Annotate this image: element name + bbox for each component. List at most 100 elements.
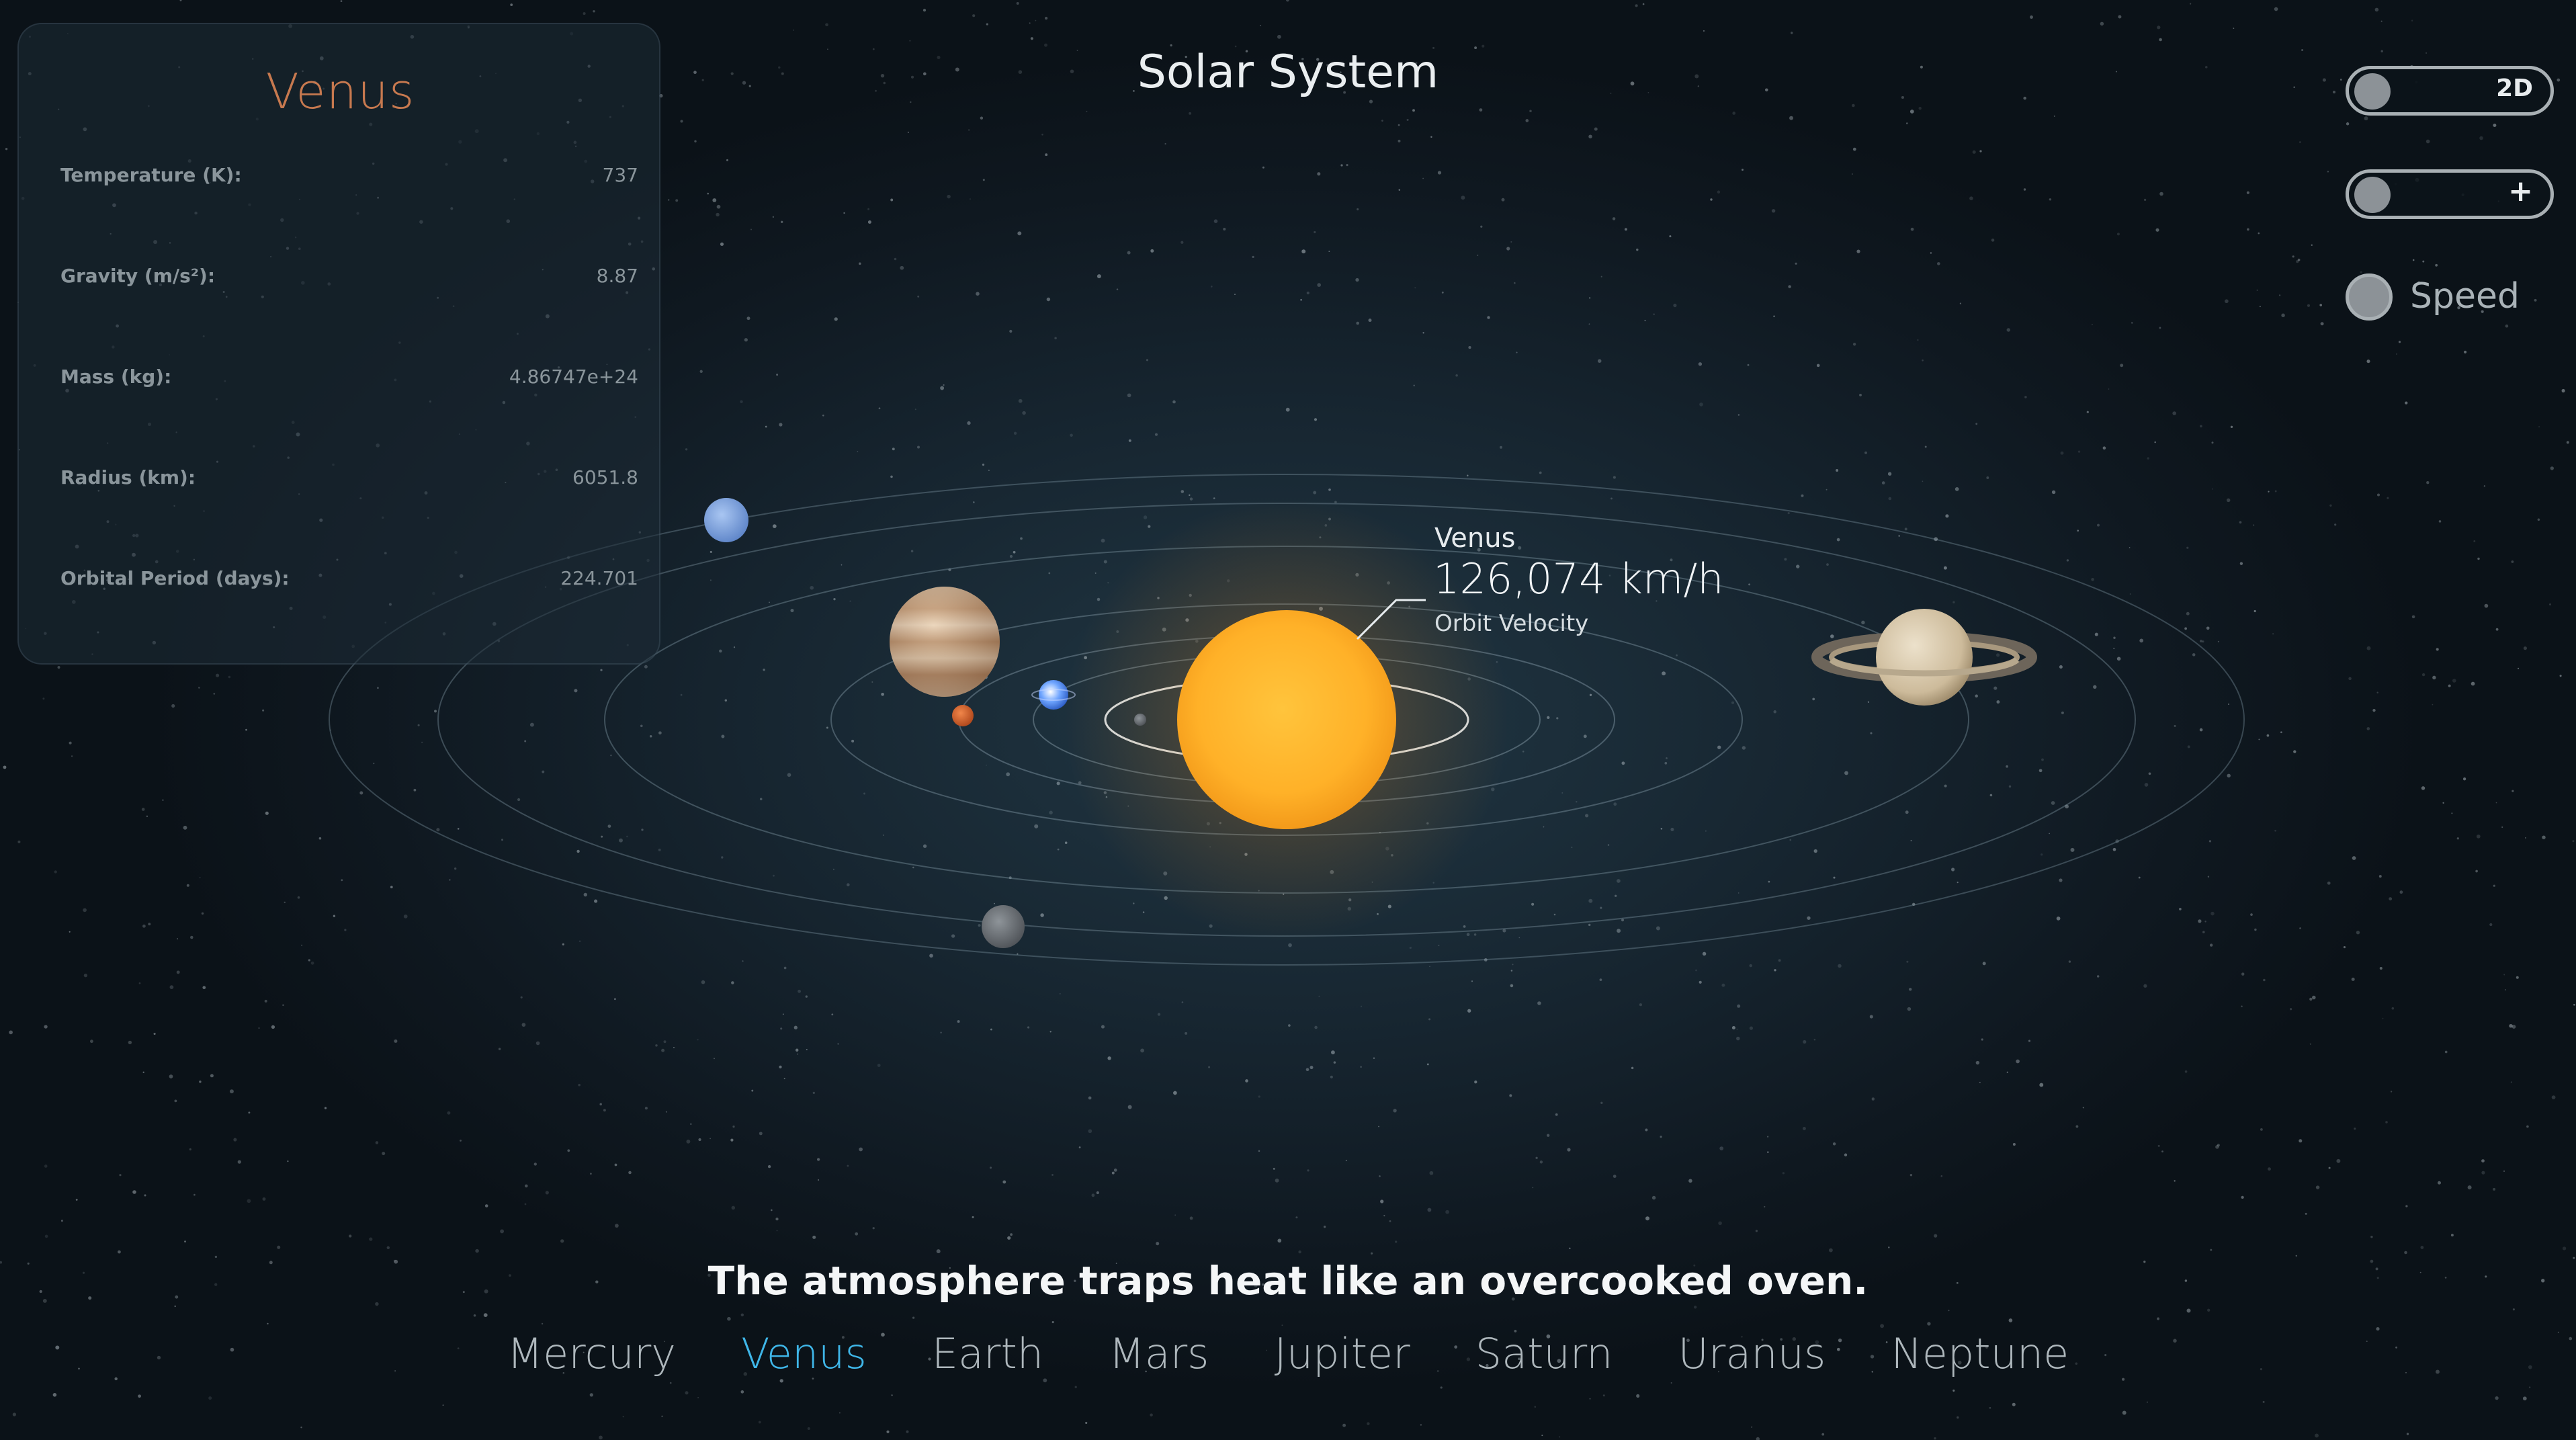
star <box>1085 1421 1088 1425</box>
star <box>2420 1246 2424 1249</box>
star <box>661 1048 665 1052</box>
star <box>986 764 987 766</box>
star <box>2061 711 2064 714</box>
star <box>1943 566 1947 570</box>
star <box>940 386 945 390</box>
star <box>1258 1150 1260 1152</box>
toggle-knob[interactable] <box>2354 73 2391 110</box>
star <box>199 1081 202 1083</box>
star <box>881 692 884 696</box>
star <box>473 1314 476 1317</box>
star <box>2511 560 2514 563</box>
planet-mercury[interactable] <box>1134 714 1146 726</box>
nav-item-venus[interactable]: Venus <box>741 1329 867 1378</box>
speed-knob[interactable] <box>2346 273 2393 321</box>
star <box>393 1259 396 1262</box>
star <box>699 370 703 373</box>
speed-toggle[interactable]: Speed <box>2346 273 2547 327</box>
star <box>793 1025 798 1029</box>
star <box>2422 260 2425 263</box>
star <box>1414 287 1416 289</box>
nav-item-uranus[interactable]: Uranus <box>1678 1329 1826 1378</box>
star <box>17 840 21 843</box>
planet-mars[interactable] <box>952 705 974 726</box>
nav-item-mars[interactable]: Mars <box>1109 1329 1209 1378</box>
nav-item-saturn[interactable]: Saturn <box>1475 1329 1613 1378</box>
star <box>413 788 417 792</box>
nav-item-neptune[interactable]: Neptune <box>1891 1329 2069 1378</box>
planet-uranus[interactable] <box>982 905 1025 948</box>
toggle-knob[interactable] <box>2354 177 2391 213</box>
star <box>1547 1134 1550 1137</box>
star <box>2411 19 2413 22</box>
star <box>1389 1220 1391 1222</box>
sun[interactable] <box>1177 610 1396 829</box>
star <box>1305 1068 1310 1071</box>
star <box>1474 1081 1477 1084</box>
star <box>1612 217 1616 220</box>
star <box>1172 400 1176 404</box>
star <box>1737 414 1740 416</box>
star <box>1181 1001 1184 1003</box>
star <box>1780 1338 1783 1341</box>
star <box>2364 116 2368 121</box>
star <box>1602 1394 1605 1397</box>
planet-jupiter[interactable] <box>890 587 1000 697</box>
star <box>1513 282 1516 284</box>
star <box>1426 1063 1429 1066</box>
star <box>2122 1410 2127 1415</box>
star <box>1755 1230 1758 1232</box>
star <box>69 741 72 745</box>
planet-earth[interactable] <box>1031 680 1076 710</box>
star <box>1599 978 1602 981</box>
star <box>174 1099 177 1103</box>
star <box>661 1415 663 1417</box>
star <box>1074 1386 1077 1388</box>
star <box>2253 609 2256 613</box>
star <box>867 208 870 210</box>
star <box>1035 19 1037 22</box>
star <box>75 1198 78 1201</box>
star <box>2024 396 2027 398</box>
star <box>2327 171 2329 173</box>
star <box>500 1229 505 1234</box>
star <box>2405 401 2408 405</box>
star <box>1398 189 1401 191</box>
star <box>1888 1246 1890 1248</box>
star <box>1885 1341 1888 1343</box>
star <box>1662 671 1666 676</box>
zoom-toggle[interactable]: + <box>2346 169 2554 219</box>
star <box>1313 491 1317 495</box>
star <box>1821 1433 1825 1436</box>
star <box>1133 902 1135 904</box>
planet-saturn[interactable] <box>1811 609 2037 706</box>
star <box>1957 882 1959 884</box>
star <box>1613 802 1617 806</box>
star <box>807 1427 810 1431</box>
star <box>1140 1048 1145 1053</box>
info-row-gravity: Gravity (m/s²): 8.87 <box>60 265 638 305</box>
nav-item-earth[interactable]: Earth <box>931 1329 1044 1378</box>
star <box>1318 995 1320 997</box>
star <box>2476 834 2481 839</box>
planet-neptune[interactable] <box>704 498 748 542</box>
nav-item-jupiter[interactable]: Jupiter <box>1274 1329 1410 1378</box>
star <box>484 1289 488 1294</box>
star <box>2159 327 2161 329</box>
star <box>1621 761 1625 765</box>
star <box>1044 43 1047 47</box>
star <box>375 1141 379 1144</box>
star <box>929 954 933 958</box>
info-value: 224.701 <box>560 567 638 589</box>
star <box>972 501 975 503</box>
star <box>937 55 941 60</box>
planet-fact: The atmosphere traps heat like an overco… <box>707 1258 1869 1304</box>
view-mode-toggle[interactable]: 2D <box>2346 66 2554 116</box>
star <box>277 1245 281 1249</box>
star <box>2202 640 2204 643</box>
nav-item-mercury[interactable]: Mercury <box>507 1329 677 1378</box>
star <box>1273 1167 1275 1170</box>
star <box>730 72 734 75</box>
star <box>1940 1175 1943 1177</box>
star <box>867 220 871 224</box>
